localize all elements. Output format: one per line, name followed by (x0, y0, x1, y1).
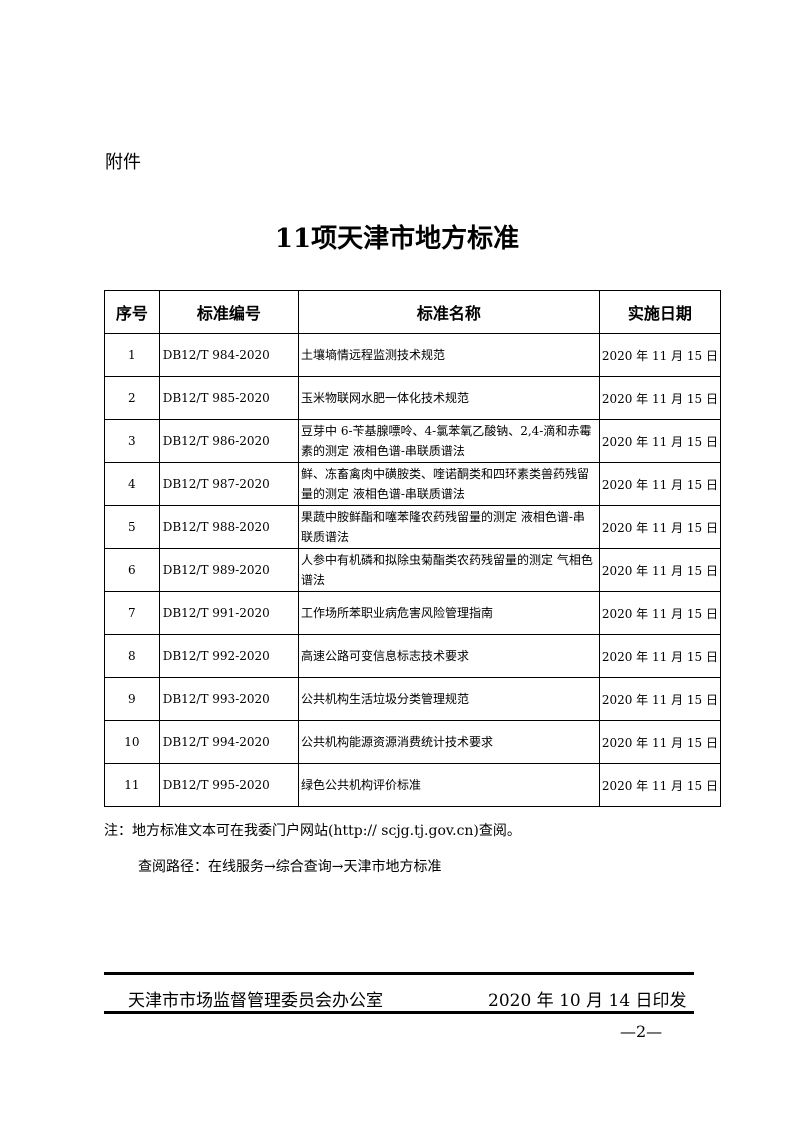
table-row: 7 DB12/T 991-2020 工作场所苯职业病危害风险管理指南 2020 年 1… (104, 591, 722, 635)
standard-code: DB12/T 988-2020 (158, 505, 300, 549)
page-number: —2— (620, 1022, 663, 1041)
table-header-row: 序号 标准编号 标准名称 实施日期 (104, 290, 722, 334)
standard-code: DB12/T 991-2020 (158, 591, 300, 635)
standard-name: 玉米物联网水肥一体化技术规范 (298, 376, 600, 420)
standard-code: DB12/T 984-2020 (158, 333, 300, 377)
header-cell: 标准名称 (298, 290, 600, 334)
footer-rule-bottom (104, 1011, 694, 1014)
standard-name: 公共机构生活垃圾分类管理规范 (298, 677, 600, 721)
row-number: 8 (104, 634, 160, 678)
note-text: 注：地方标准文本可在我委门户网站(http:// scjg.tj.gov.cn)… (104, 823, 521, 839)
table-row: 9 DB12/T 993-2020 公共机构生活垃圾分类管理规范 2020 年 11 … (104, 677, 722, 721)
standard-code: DB12/T 986-2020 (158, 419, 300, 463)
footer-date: 2020 年 10 月 14 日印发 (488, 991, 687, 1011)
row-number: 2 (104, 376, 160, 420)
effective-date: 2020 年 11 月 15 日 (598, 462, 722, 506)
effective-date: 2020 年 11 月 15 日 (598, 720, 722, 764)
effective-date: 2020 年 11 月 15 日 (598, 763, 722, 807)
table-row: 8 DB12/T 992-2020 高速公路可变信息标志技术要求 2020 年 11 … (104, 634, 722, 678)
standard-code: DB12/T 989-2020 (158, 548, 300, 592)
standard-name: 鲜、冻畜禽肉中磺胺类、喹诺酮类和四环素类兽药残留量的测定 液相色谱-串联质谱法 (298, 462, 600, 506)
standard-code: DB12/T 992-2020 (158, 634, 300, 678)
standard-name: 果蔬中胺鲜酯和噻苯隆农药残留量的测定 液相色谱-串联质谱法 (298, 505, 600, 549)
standard-name: 公共机构能源资源消费统计技术要求 (298, 720, 600, 764)
standard-name: 豆芽中 6-苄基腺嘌呤、4-氯苯氧乙酸钠、2,4-滴和赤霉素的测定 液相色谱-串… (298, 419, 600, 463)
row-number: 11 (104, 763, 160, 807)
standard-code: DB12/T 995-2020 (158, 763, 300, 807)
table-row: 4 DB12/T 987-2020 鲜、冻畜禽肉中磺胺类、喹诺酮类和四环素类兽药残留… (104, 462, 722, 506)
row-number: 9 (104, 677, 160, 721)
effective-date: 2020 年 11 月 15 日 (598, 505, 722, 549)
row-number: 5 (104, 505, 160, 549)
standard-name: 高速公路可变信息标志技术要求 (298, 634, 600, 678)
table-row: 6 DB12/T 989-2020 人参中有机磷和拟除虫菊酯类农药残留量的测定 气相… (104, 548, 722, 592)
row-number: 6 (104, 548, 160, 592)
row-number: 10 (104, 720, 160, 764)
table-row: 1 DB12/T 984-2020 土壤墒情远程监测技术规范 2020 年 11 月 … (104, 333, 722, 377)
effective-date: 2020 年 11 月 15 日 (598, 591, 722, 635)
standard-name: 工作场所苯职业病危害风险管理指南 (298, 591, 600, 635)
standards-table: 序号 标准编号 标准名称 实施日期 1 DB12/T 984-2020 土壤墒情远程… (104, 290, 722, 807)
footer-rule-top (104, 972, 694, 975)
row-number: 4 (104, 462, 160, 506)
standard-code: DB12/T 987-2020 (158, 462, 300, 506)
table-row: 3 DB12/T 986-2020 豆芽中 6-苄基腺嘌呤、4-氯苯氧乙酸钠、2,4… (104, 419, 722, 463)
attachment-label: 附件 (105, 152, 141, 173)
header-cell: 实施日期 (598, 290, 722, 334)
header-cell: 序号 (104, 290, 160, 334)
footer-issuer: 天津市市场监督管理委员会办公室 (128, 991, 383, 1011)
effective-date: 2020 年 11 月 15 日 (598, 376, 722, 420)
standard-code: DB12/T 985-2020 (158, 376, 300, 420)
standard-code: DB12/T 994-2020 (158, 720, 300, 764)
row-number: 3 (104, 419, 160, 463)
row-number: 1 (104, 333, 160, 377)
standard-name: 土壤墒情远程监测技术规范 (298, 333, 600, 377)
effective-date: 2020 年 11 月 15 日 (598, 333, 722, 377)
table-row: 10 DB12/T 994-2020 公共机构能源资源消费统计技术要求 2020 年 … (104, 720, 722, 764)
standard-name: 人参中有机磷和拟除虫菊酯类农药残留量的测定 气相色谱法 (298, 548, 600, 592)
standard-code: DB12/T 993-2020 (158, 677, 300, 721)
effective-date: 2020 年 11 月 15 日 (598, 634, 722, 678)
header-cell: 标准编号 (158, 290, 300, 334)
table-row: 5 DB12/T 988-2020 果蔬中胺鲜酯和噻苯隆农药残留量的测定 液相色谱-… (104, 505, 722, 549)
access-path-text: 查阅路径：在线服务→综合查询→天津市地方标准 (138, 859, 442, 875)
row-number: 7 (104, 591, 160, 635)
table-row: 2 DB12/T 985-2020 玉米物联网水肥一体化技术规范 2020 年 11 … (104, 376, 722, 420)
page-title: 11项天津市地方标准 (274, 224, 520, 254)
effective-date: 2020 年 11 月 15 日 (598, 548, 722, 592)
effective-date: 2020 年 11 月 15 日 (598, 677, 722, 721)
table-row: 11 DB12/T 995-2020 绿色公共机构评价标准 2020 年 11 月 1… (104, 763, 722, 807)
standard-name: 绿色公共机构评价标准 (298, 763, 600, 807)
effective-date: 2020 年 11 月 15 日 (598, 419, 722, 463)
